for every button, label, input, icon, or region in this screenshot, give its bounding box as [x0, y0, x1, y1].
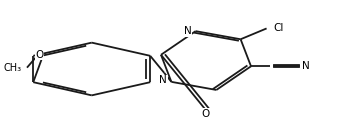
- Text: N: N: [302, 61, 310, 71]
- Text: N: N: [184, 26, 192, 36]
- Text: CH₃: CH₃: [4, 63, 22, 73]
- Text: O: O: [36, 50, 44, 60]
- Text: Cl: Cl: [274, 23, 284, 33]
- Text: O: O: [202, 109, 210, 119]
- Text: N: N: [159, 75, 167, 86]
